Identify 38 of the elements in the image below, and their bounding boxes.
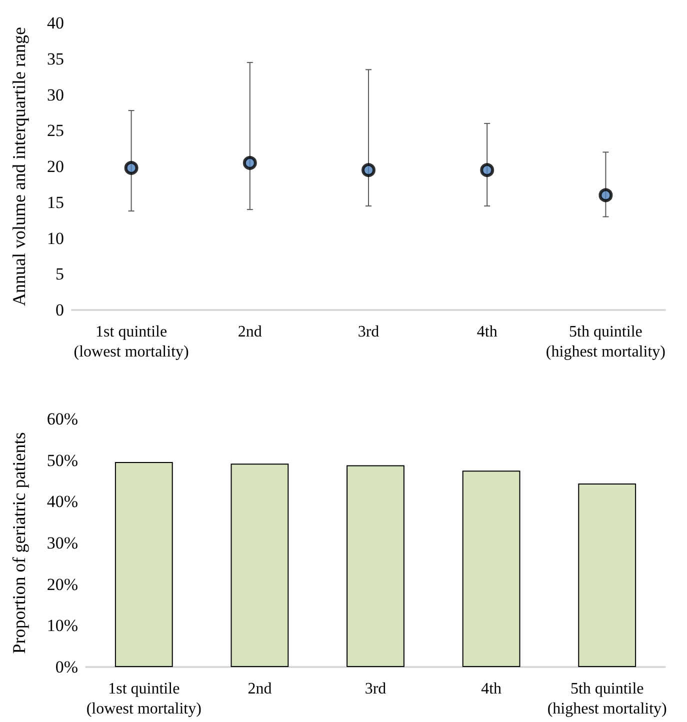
bar bbox=[578, 483, 636, 667]
bar bbox=[346, 465, 404, 667]
y-tick-label: 20 bbox=[47, 157, 64, 176]
point bbox=[598, 188, 613, 202]
bar bbox=[230, 464, 289, 667]
y-tick-label: 0% bbox=[55, 658, 78, 676]
y-tick-label: 10% bbox=[46, 616, 78, 636]
y-tick-label: 30 bbox=[47, 85, 64, 104]
point bbox=[480, 163, 494, 178]
x-tick-label: 2nd bbox=[238, 324, 262, 340]
x-tick-label: 5th quintile (highest mortality) bbox=[546, 324, 666, 360]
bar bbox=[114, 462, 173, 667]
y-tick-label: 40 bbox=[47, 14, 64, 32]
y-tick-label: 25 bbox=[47, 121, 64, 140]
x-tick-label: 3rd bbox=[358, 324, 380, 340]
x-tick-label: 1st quintile (lowest mortality) bbox=[86, 680, 202, 718]
bar bbox=[462, 470, 520, 667]
y-tick-label: 20% bbox=[46, 574, 78, 594]
y-axis-title: Proportion of geriatric patients bbox=[9, 432, 29, 654]
point bbox=[362, 163, 376, 178]
y-axis-title: Annual volume and interquartile range bbox=[9, 27, 29, 306]
y-tick-label: 0 bbox=[56, 300, 64, 320]
y-tick-label: 60% bbox=[46, 410, 78, 428]
point bbox=[242, 156, 257, 170]
y-tick-label: 5 bbox=[56, 264, 64, 284]
x-tick-label: 2nd bbox=[248, 680, 272, 698]
point bbox=[124, 160, 138, 175]
x-tick-label: 4th bbox=[476, 324, 498, 340]
y-tick-label: 30% bbox=[46, 534, 78, 552]
y-tick-label: 50% bbox=[46, 450, 78, 470]
y-tick-label: 15 bbox=[47, 192, 64, 212]
y-tick-label: 35 bbox=[47, 49, 64, 68]
x-tick-label: 4th bbox=[481, 680, 502, 698]
x-tick-label: 3rd bbox=[364, 680, 386, 698]
y-tick-label: 10 bbox=[47, 228, 64, 248]
y-tick-label: 40% bbox=[46, 492, 78, 512]
x-tick-label: 5th quintile (highest mortality) bbox=[547, 680, 667, 718]
x-tick-label: 1st quintile (lowest mortality) bbox=[74, 324, 189, 360]
